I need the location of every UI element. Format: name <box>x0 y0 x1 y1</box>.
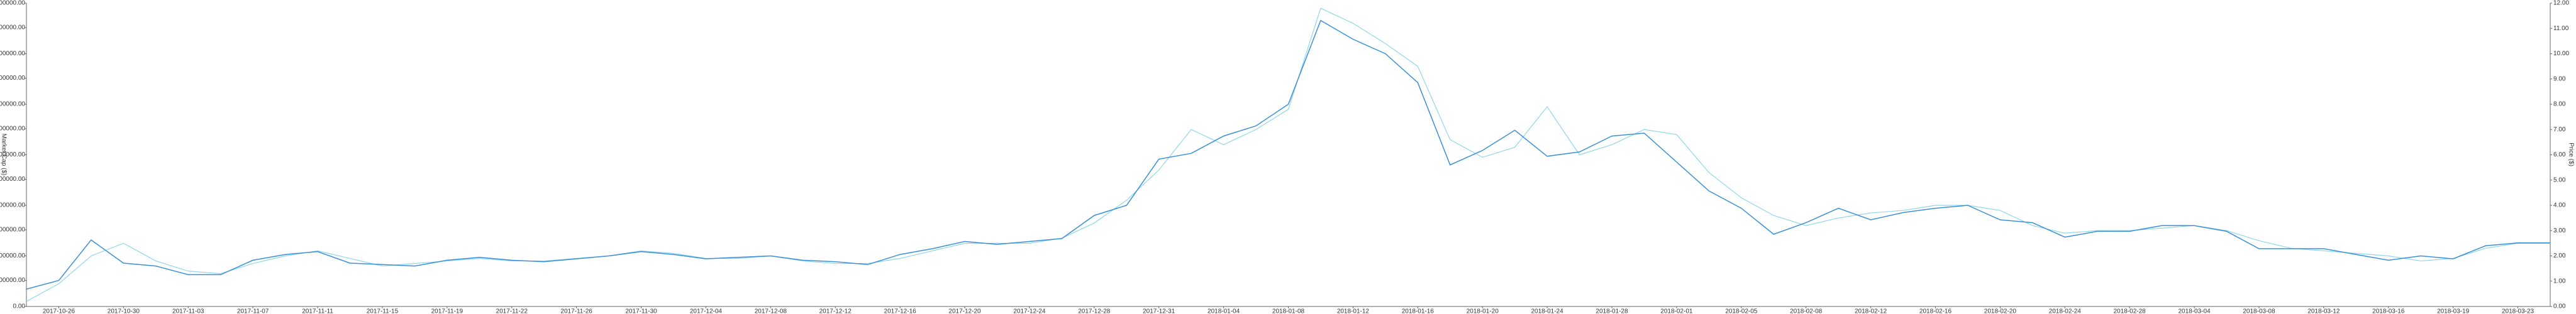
x-tick-label: 2018-02-08 <box>1790 308 1823 314</box>
x-tick-label: 2018-02-12 <box>1855 308 1887 314</box>
x-tick-label: 2018-02-20 <box>1984 308 2017 314</box>
x-tick-label: 2018-01-20 <box>1467 308 1499 314</box>
y2-tick-label: 1.00 <box>2553 278 2566 284</box>
x-tick-label: 2018-03-16 <box>2372 308 2405 314</box>
x-tick-label: 2018-03-12 <box>2307 308 2340 314</box>
y2-tick-label: 11.00 <box>2553 25 2569 32</box>
y-tick-label: 53000000.00 <box>0 227 25 234</box>
y-tick-label: 18000000.00 <box>0 277 25 284</box>
x-tick-label: 2018-02-16 <box>1919 308 1952 314</box>
y2-tick-label: 8.00 <box>2553 101 2566 108</box>
y-tick-label: 193000000.00 <box>0 24 25 31</box>
x-tick-label: 2017-12-08 <box>755 308 787 314</box>
x-tick-label: 2017-12-24 <box>1013 308 1046 314</box>
x-tick-label: 2017-12-28 <box>1078 308 1111 314</box>
y2-tick-label: 3.00 <box>2553 227 2566 234</box>
x-tick-label: 2018-01-08 <box>1272 308 1305 314</box>
y2-axis-title: Price ($) <box>2567 143 2574 166</box>
x-tick-label: 2017-11-30 <box>625 308 657 314</box>
y2-tick-label: 10.00 <box>2553 50 2569 57</box>
x-tick-label: 2017-11-11 <box>302 308 333 314</box>
y2-tick-label: 6.00 <box>2553 151 2566 158</box>
y-tick-label: 70000000.00 <box>0 202 25 209</box>
x-tick-label: 2018-01-24 <box>1531 308 1564 314</box>
series-line <box>26 8 2550 302</box>
y2-tick-label: 4.00 <box>2553 202 2566 209</box>
x-tick-label: 2017-12-31 <box>1143 308 1175 314</box>
y-tick-label: 0.00 <box>13 303 26 310</box>
x-tick-label: 2018-01-12 <box>1337 308 1370 314</box>
x-tick-label: 2018-01-28 <box>1596 308 1628 314</box>
y-tick-label: 123000000.00 <box>0 126 25 133</box>
x-tick-label: 2017-11-07 <box>237 308 269 314</box>
x-tick-label: 2018-02-24 <box>2049 308 2082 314</box>
x-tick-label: 2018-03-23 <box>2502 308 2534 314</box>
x-tick-label: 2017-11-19 <box>431 308 464 314</box>
x-tick-label: 2018-03-08 <box>2243 308 2275 314</box>
x-tick-label: 2017-11-03 <box>172 308 204 314</box>
y2-tick-label: 5.00 <box>2553 176 2566 183</box>
y2-tick-label: 0.00 <box>2553 303 2566 310</box>
series-line <box>26 19 2550 290</box>
x-tick-label: 2017-12-12 <box>819 308 852 314</box>
y-tick-label: 105000000.00 <box>0 151 25 158</box>
y-tick-label: 175000000.00 <box>0 50 25 57</box>
x-tick-label: 2017-10-30 <box>108 308 140 314</box>
x-tick-label: 2017-12-16 <box>884 308 917 314</box>
y-axis-title: Market Cap ($) <box>0 134 7 176</box>
x-tick-label: 2017-11-15 <box>367 308 399 314</box>
x-tick-label: 2018-02-01 <box>1660 308 1693 314</box>
y2-tick-label: 9.00 <box>2553 75 2566 82</box>
x-tick-label: 2017-11-22 <box>496 308 528 314</box>
y-tick-label: 35000000.00 <box>0 252 25 259</box>
y2-tick-label: 7.00 <box>2553 126 2566 133</box>
y-tick-label: 88000000.00 <box>0 176 25 183</box>
y2-tick-label: 12.00 <box>2553 0 2569 7</box>
x-tick-label: 2018-02-05 <box>1725 308 1758 314</box>
x-tick-label: 2018-03-19 <box>2437 308 2470 314</box>
x-tick-label: 2018-01-16 <box>1402 308 1435 314</box>
x-tick-label: 2017-11-26 <box>560 308 592 314</box>
y-tick-label: 140000000.00 <box>0 101 25 108</box>
x-tick-label: 2018-01-04 <box>1208 308 1240 314</box>
x-tick-label: 2017-12-04 <box>690 308 723 314</box>
y2-tick-label: 2.00 <box>2553 252 2566 259</box>
x-tick-label: 2018-02-28 <box>2114 308 2146 314</box>
y-tick-label: 158000000.00 <box>0 75 25 82</box>
y-tick-label: 210000000.00 <box>0 0 25 7</box>
x-tick-label: 2017-10-26 <box>43 308 75 314</box>
x-tick-label: 2017-12-20 <box>948 308 981 314</box>
x-tick-label: 2018-03-04 <box>2178 308 2211 314</box>
